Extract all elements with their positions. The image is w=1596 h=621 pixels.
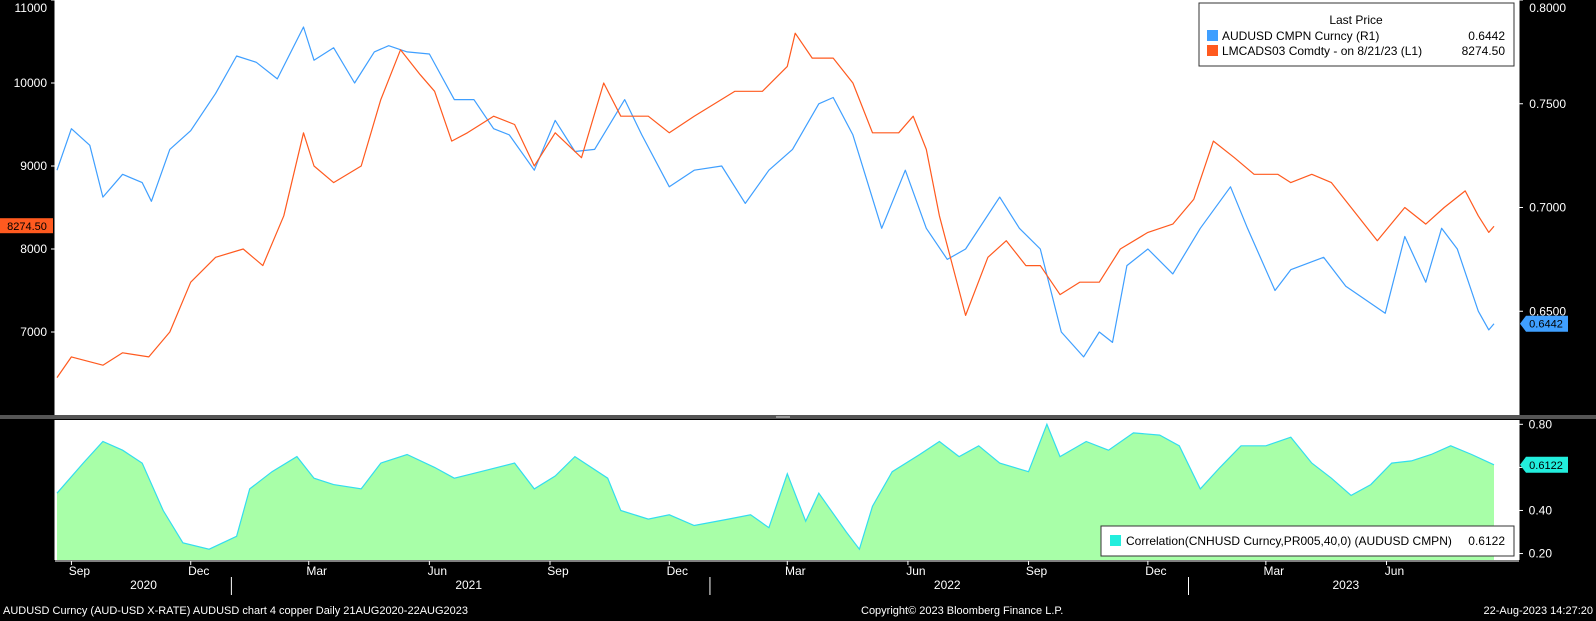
left-tick-label: 7000 bbox=[20, 325, 47, 339]
last-value-tag-copper-text: 8274.50 bbox=[7, 221, 47, 233]
copper-line bbox=[56, 32, 1495, 378]
last-value-tag-correlation-box bbox=[1520, 456, 1568, 473]
right-tick-label: 0.8000 bbox=[1529, 1, 1566, 15]
x-month-label: Jun bbox=[906, 564, 925, 578]
correlation-tick-label: 0.20 bbox=[1529, 547, 1553, 561]
lower-legend: Correlation(CNHUSD Curncy,PR005,40,0) (A… bbox=[1100, 525, 1515, 557]
last-value-tag-copper: 8274.50 bbox=[0, 218, 53, 234]
x-month-label: Mar bbox=[306, 564, 327, 578]
legend-value-copper: 8274.50 bbox=[1462, 44, 1506, 58]
last-value-tag-audusd: 0.6442 bbox=[1520, 315, 1568, 332]
last-value-tag-audusd-text: 0.6442 bbox=[1529, 319, 1563, 331]
legend-swatch-correlation bbox=[1110, 535, 1121, 546]
upper-legend-box bbox=[1198, 2, 1515, 67]
footer-description: AUDUSD Curncy (AUD-USD X-RATE) AUDUSD ch… bbox=[3, 605, 469, 617]
panel-divider[interactable] bbox=[0, 415, 1596, 419]
x-month-label: Dec bbox=[1145, 564, 1166, 578]
x-year-label: 2020 bbox=[130, 578, 157, 592]
x-month-label: Mar bbox=[785, 564, 806, 578]
upper-left-axis: 7000 8000 9000 10000 11000 bbox=[14, 0, 55, 339]
last-value-tag-correlation-text: 0.6122 bbox=[1529, 460, 1563, 472]
x-year-label: 2022 bbox=[934, 578, 961, 592]
legend-value-correlation: 0.6122 bbox=[1468, 534, 1505, 548]
x-axis: Sep Dec Mar Jun Sep Dec Mar Jun Sep Dec Mar Jun 2020… bbox=[55, 560, 1519, 595]
audusd-line bbox=[56, 26, 1495, 358]
x-month-label: Sep bbox=[1026, 564, 1048, 578]
x-month-label: Jun bbox=[428, 564, 447, 578]
x-year-label: 2021 bbox=[455, 578, 482, 592]
right-tick-label: 0.6500 bbox=[1529, 304, 1566, 318]
legend-swatch-audusd bbox=[1207, 30, 1218, 41]
last-value-tag-audusd-box bbox=[1520, 315, 1568, 332]
legend-label-correlation: Correlation(CNHUSD Curncy,PR005,40,0) (A… bbox=[1126, 534, 1452, 548]
right-tick-label: 0.7000 bbox=[1529, 201, 1566, 215]
legend-label-copper: LMCADS03 Comdty - on 8/21/23 (L1) bbox=[1222, 44, 1422, 58]
lower-legend-box bbox=[1100, 525, 1515, 557]
upper-legend-title: Last Price bbox=[1329, 13, 1383, 27]
x-month-label: Jun bbox=[1385, 564, 1404, 578]
left-tick-label: 10000 bbox=[14, 76, 48, 90]
footer-copyright: Copyright© 2023 Bloomberg Finance L.P. bbox=[861, 605, 1064, 617]
left-tick-label: 8000 bbox=[20, 242, 47, 256]
legend-label-audusd: AUDUSD CMPN Curncy (R1) bbox=[1222, 29, 1379, 43]
legend-swatch-copper bbox=[1207, 45, 1218, 56]
correlation-line bbox=[56, 422, 1495, 551]
panel-divider-handle[interactable] bbox=[776, 416, 790, 418]
legend-value-audusd: 0.6442 bbox=[1468, 29, 1505, 43]
x-month-label: Sep bbox=[547, 564, 569, 578]
last-value-tag-copper-box bbox=[0, 218, 53, 234]
last-value-tag-correlation: 0.6122 bbox=[1520, 456, 1568, 473]
x-month-label: Dec bbox=[667, 564, 688, 578]
footer-timestamp: 22-Aug-2023 14:27:20 bbox=[1483, 605, 1593, 617]
x-month-label: Sep bbox=[69, 564, 91, 578]
lower-right-axis: 0.200.400.600.80 bbox=[1519, 417, 1553, 561]
upper-right-axis: 0.6500 0.7000 0.7500 0.8000 bbox=[1519, 0, 1566, 318]
upper-legend: Last Price AUDUSD CMPN Curncy (R1) 0.644… bbox=[1198, 2, 1515, 67]
correlation-tick-label: 0.40 bbox=[1529, 503, 1553, 517]
x-month-label: Mar bbox=[1264, 564, 1285, 578]
left-tick-label: 11000 bbox=[15, 1, 48, 15]
x-year-label: 2023 bbox=[1332, 578, 1359, 592]
correlation-tick-label: 0.80 bbox=[1529, 417, 1553, 431]
x-month-label: Dec bbox=[188, 564, 209, 578]
upper-plot-background bbox=[55, 0, 1519, 415]
upper-series-group bbox=[56, 26, 1495, 378]
left-tick-label: 9000 bbox=[20, 159, 47, 173]
right-tick-label: 0.7500 bbox=[1529, 97, 1566, 111]
